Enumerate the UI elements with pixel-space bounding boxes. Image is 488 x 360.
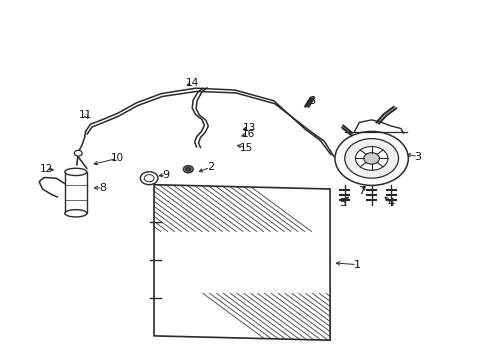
Text: 5: 5 [338, 198, 345, 208]
Text: 8: 8 [99, 183, 106, 193]
Circle shape [140, 172, 158, 185]
Circle shape [144, 175, 154, 182]
Bar [64, 172, 87, 213]
Text: 11: 11 [79, 110, 92, 120]
Text: 15: 15 [239, 143, 252, 153]
Text: 2: 2 [206, 162, 213, 172]
Text: 10: 10 [111, 153, 123, 163]
Circle shape [74, 150, 82, 156]
Circle shape [185, 167, 190, 171]
Circle shape [363, 153, 379, 164]
Text: 3: 3 [414, 152, 421, 162]
Text: 6: 6 [308, 96, 315, 106]
Text: 9: 9 [163, 170, 169, 180]
Text: 12: 12 [39, 164, 53, 174]
Text: 13: 13 [242, 123, 256, 133]
Circle shape [344, 139, 398, 178]
Circle shape [334, 131, 407, 185]
Circle shape [183, 166, 193, 173]
Text: 16: 16 [241, 129, 255, 139]
Ellipse shape [64, 210, 87, 217]
Text: 1: 1 [353, 260, 360, 270]
Text: 14: 14 [185, 78, 199, 88]
Text: 7: 7 [358, 186, 365, 196]
Circle shape [355, 147, 387, 170]
Polygon shape [154, 185, 329, 340]
Ellipse shape [64, 168, 87, 176]
Text: 4: 4 [387, 198, 394, 208]
